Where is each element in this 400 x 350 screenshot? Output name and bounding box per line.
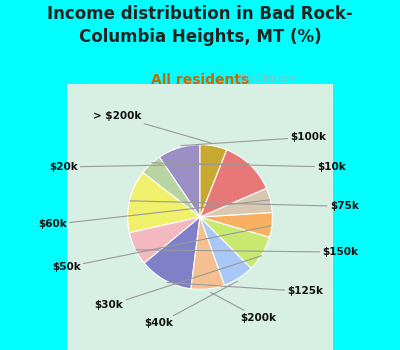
Wedge shape [200,188,272,217]
Wedge shape [200,145,227,217]
Text: $100k: $100k [181,132,326,146]
Text: All residents: All residents [151,73,249,87]
Text: $40k: $40k [144,281,238,328]
Text: $75k: $75k [130,201,359,211]
Text: $150k: $150k [136,247,358,257]
Wedge shape [200,212,272,237]
Wedge shape [159,145,200,217]
Text: $60k: $60k [38,200,270,230]
Wedge shape [191,217,224,289]
Text: $200k: $200k [211,292,276,323]
Text: City-Data.com: City-Data.com [238,74,298,83]
Text: $125k: $125k [167,282,323,296]
Text: > $200k: > $200k [93,111,211,143]
Wedge shape [200,217,251,285]
Text: Income distribution in Bad Rock-
Columbia Heights, MT (%): Income distribution in Bad Rock- Columbi… [47,5,353,46]
Wedge shape [128,173,200,233]
Wedge shape [200,150,266,217]
Wedge shape [200,217,270,268]
Text: $10k: $10k [152,162,346,172]
Wedge shape [129,217,200,263]
Wedge shape [144,217,200,289]
Wedge shape [143,157,200,217]
Text: $30k: $30k [95,256,262,310]
Text: $20k: $20k [49,162,249,172]
Text: $50k: $50k [52,226,271,272]
